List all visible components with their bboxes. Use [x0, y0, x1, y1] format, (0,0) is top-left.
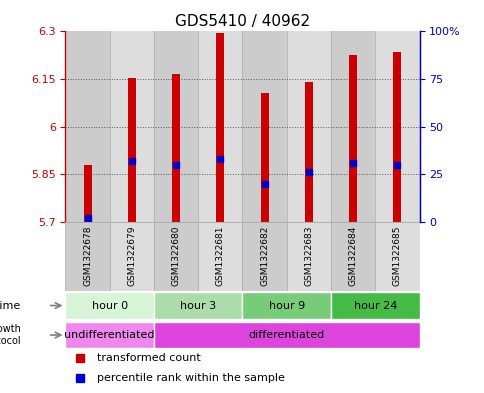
Bar [198, 222, 242, 291]
Text: differentiated: differentiated [248, 330, 324, 340]
Bar [304, 82, 312, 222]
Text: transformed count: transformed count [97, 353, 201, 364]
Text: GSM1322684: GSM1322684 [348, 226, 357, 286]
Text: hour 24: hour 24 [353, 301, 396, 310]
Bar [198, 31, 242, 222]
Bar [65, 322, 153, 348]
Text: GSM1322680: GSM1322680 [171, 226, 180, 286]
Bar [153, 31, 198, 222]
Bar [65, 222, 109, 291]
Bar [153, 322, 419, 348]
Text: GSM1322678: GSM1322678 [83, 226, 92, 286]
Bar [330, 292, 419, 319]
Text: growth
protocol: growth protocol [0, 324, 21, 346]
Bar [153, 222, 198, 291]
Bar [375, 222, 419, 291]
Bar [109, 222, 153, 291]
Bar [216, 33, 224, 222]
Bar [286, 222, 330, 291]
Text: GSM1322685: GSM1322685 [392, 226, 401, 286]
Bar [286, 31, 330, 222]
Text: GSM1322681: GSM1322681 [215, 226, 225, 286]
Text: hour 0: hour 0 [91, 301, 127, 310]
Bar [65, 292, 153, 319]
Bar [83, 165, 91, 222]
Bar [330, 222, 375, 291]
Text: GSM1322682: GSM1322682 [259, 226, 269, 286]
Text: GSM1322683: GSM1322683 [304, 226, 313, 286]
Bar [109, 31, 153, 222]
Bar [172, 74, 180, 222]
Bar [65, 31, 109, 222]
Bar [330, 31, 375, 222]
Bar [242, 31, 286, 222]
Text: hour 3: hour 3 [180, 301, 216, 310]
Bar [393, 52, 401, 222]
Bar [242, 222, 286, 291]
Bar [375, 31, 419, 222]
Bar [128, 77, 136, 222]
Text: undifferentiated: undifferentiated [64, 330, 155, 340]
Text: GSM1322679: GSM1322679 [127, 226, 136, 286]
Text: time: time [0, 301, 21, 310]
Text: percentile rank within the sample: percentile rank within the sample [97, 373, 285, 383]
Bar [242, 292, 330, 319]
Bar [153, 292, 242, 319]
Title: GDS5410 / 40962: GDS5410 / 40962 [175, 14, 309, 29]
Text: hour 9: hour 9 [268, 301, 304, 310]
Bar [348, 55, 356, 222]
Bar [260, 94, 268, 222]
